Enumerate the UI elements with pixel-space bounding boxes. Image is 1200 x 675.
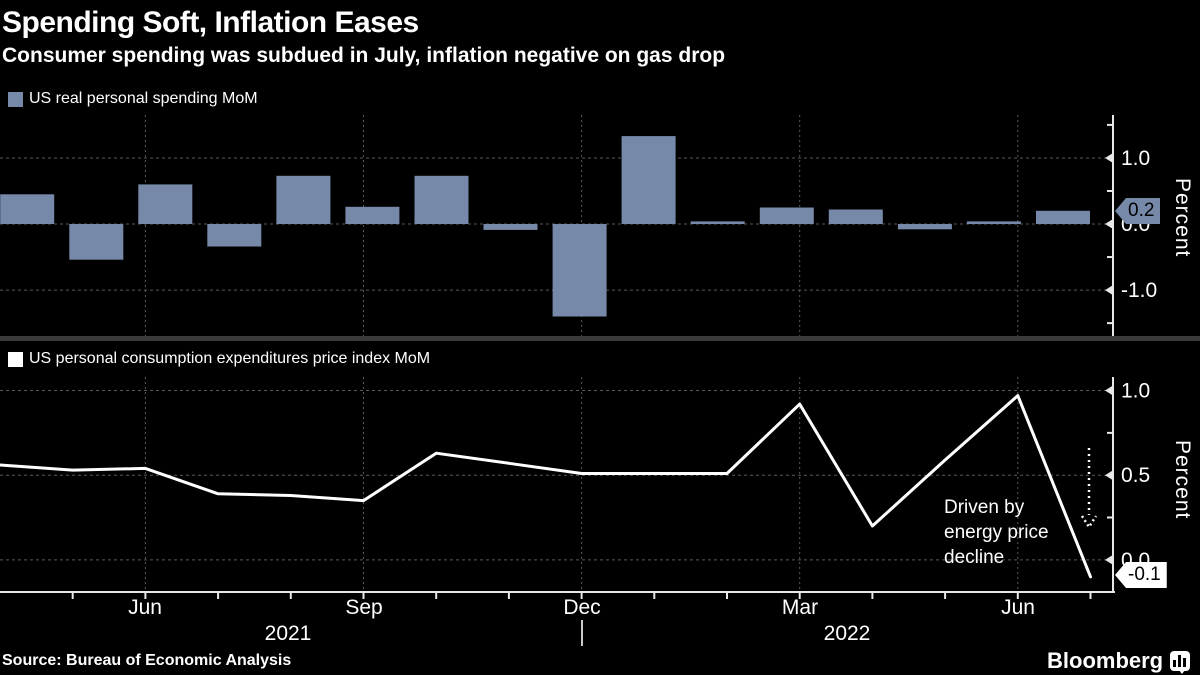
pce-price-index-line bbox=[0, 394, 1092, 579]
y-major-tick bbox=[1105, 285, 1113, 296]
bar-month-Feb 2022 bbox=[690, 221, 745, 224]
bar-month-Apr 2021 bbox=[0, 194, 55, 224]
y-major-tick bbox=[1105, 219, 1113, 230]
y-major-tick bbox=[1105, 152, 1113, 163]
x-tick-label-jun-2022: Jun bbox=[1001, 596, 1035, 619]
bloomberg-chart-icon bbox=[1170, 651, 1191, 674]
x-tick-label-sep-2021: Sep bbox=[345, 596, 383, 619]
y-axis-title-bottom: Percent bbox=[1171, 440, 1194, 520]
legend-line-series: US personal consumption expenditures pri… bbox=[8, 350, 430, 368]
bar-month-Dec 2021 bbox=[552, 224, 607, 317]
bar-month-Apr 2022 bbox=[828, 209, 883, 224]
x-tick-label-dec-2021: Dec bbox=[563, 596, 601, 619]
bar-chart-real-personal-spending: 1.00.0-1.0 bbox=[0, 115, 1157, 337]
y-tick-label: -1.0 bbox=[1121, 279, 1157, 302]
line-chart-pce-price-index: 1.00.50.0 bbox=[0, 377, 1150, 599]
y-major-tick bbox=[1105, 554, 1113, 565]
line-series-legend-label: US personal consumption expenditures pri… bbox=[29, 350, 431, 367]
annotation-energy-price: Driven by energy price decline bbox=[944, 495, 1049, 570]
y-tick-label: 1.0 bbox=[1121, 380, 1150, 403]
bar-month-Jun 2022 bbox=[966, 221, 1021, 224]
bar-series-swatch bbox=[8, 91, 23, 107]
legend-bar-series: US real personal spending MoM bbox=[8, 90, 258, 108]
drop-arrow-head bbox=[1080, 515, 1098, 530]
y-major-tick bbox=[1105, 470, 1113, 481]
panel-divider bbox=[0, 336, 1200, 341]
x-tick-label-mar-2022: Mar bbox=[781, 596, 819, 619]
bloomberg-logo-text: Bloomberg bbox=[1047, 648, 1164, 673]
bar-month-May 2021 bbox=[69, 224, 124, 260]
bloomberg-logo: Bloomberg bbox=[1047, 648, 1191, 674]
x-tick-label-jun-2021: Jun bbox=[128, 596, 162, 619]
bar-month-Nov 2021 bbox=[483, 224, 538, 230]
bar-month-Aug 2021 bbox=[276, 175, 331, 224]
bar-month-Sep 2021 bbox=[345, 206, 400, 224]
y-major-tick bbox=[1105, 385, 1113, 396]
bar-month-May 2022 bbox=[897, 224, 952, 230]
last-value-badge-spending: 0.2 bbox=[1115, 198, 1161, 224]
bar-series-legend-label: US real personal spending MoM bbox=[29, 90, 258, 107]
line-series-swatch bbox=[8, 351, 23, 367]
annotation-line-2: energy price bbox=[944, 522, 1049, 543]
source-credit: Source: Bureau of Economic Analysis bbox=[2, 652, 292, 669]
bar-month-Mar 2022 bbox=[759, 207, 814, 224]
bar-month-Jan 2022 bbox=[621, 136, 676, 224]
x-year-label-2021: 2021 bbox=[264, 622, 312, 645]
page-title: Spending Soft, Inflation Eases bbox=[2, 6, 419, 39]
annotation-line-1: Driven by bbox=[944, 497, 1025, 518]
bar-month-Oct 2021 bbox=[414, 175, 469, 224]
x-year-label-2022: 2022 bbox=[823, 622, 871, 645]
bar-month-Jul 2021 bbox=[207, 224, 262, 247]
annotation-line-3: decline bbox=[944, 547, 1005, 568]
page-subtitle: Consumer spending was subdued in July, i… bbox=[2, 44, 726, 67]
y-axis-title-top: Percent bbox=[1171, 178, 1194, 258]
y-tick-label: 1.0 bbox=[1121, 147, 1150, 170]
bar-month-Jun 2021 bbox=[138, 184, 193, 224]
last-value-badge-inflation: -0.1 bbox=[1115, 562, 1167, 588]
bar-month-Jul 2022 bbox=[1036, 210, 1090, 224]
y-tick-label: 0.5 bbox=[1121, 464, 1150, 487]
year-divider-tick bbox=[581, 620, 583, 646]
